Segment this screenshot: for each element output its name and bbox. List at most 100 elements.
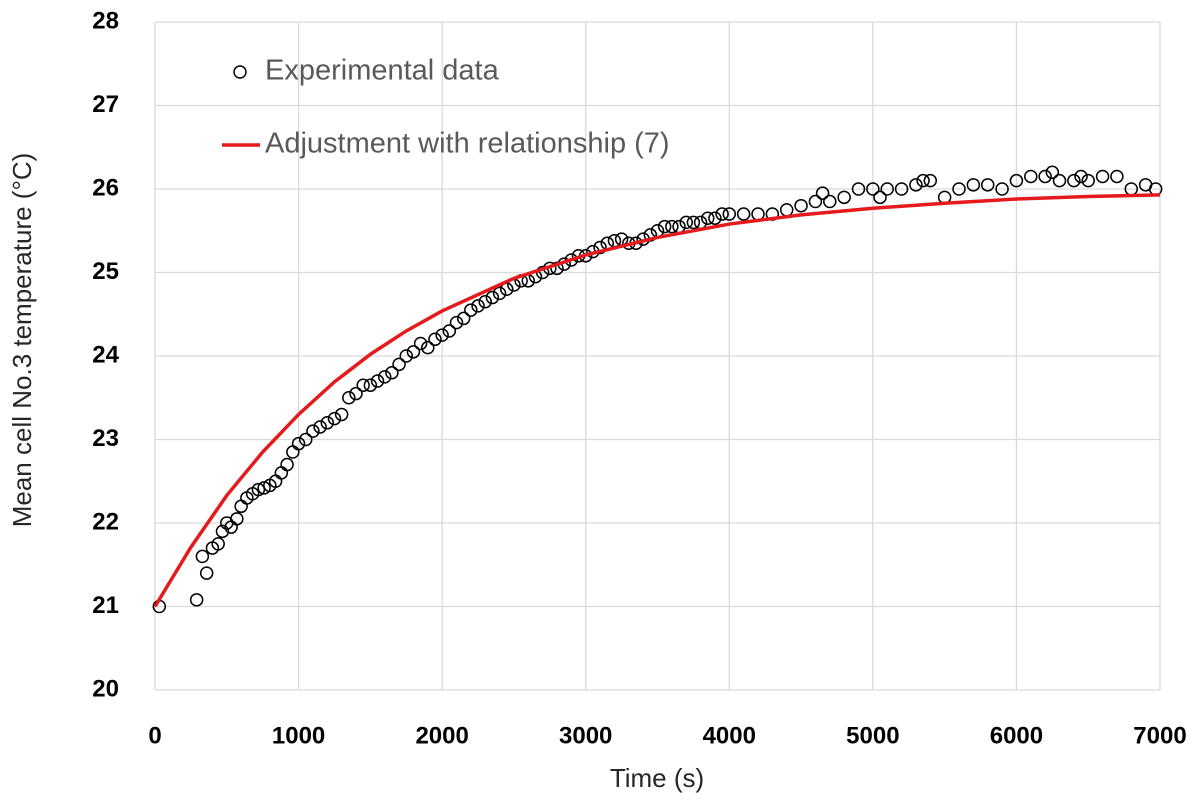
data-point [478,294,492,309]
data-point [923,173,938,188]
data-point [686,215,701,230]
data-point [815,186,830,200]
data-point [672,219,686,234]
data-point [837,190,851,205]
data-point [614,232,629,246]
data-point [823,194,837,209]
data-point [406,345,421,359]
data-point [550,261,564,276]
data-point [1045,165,1060,180]
data-point [1110,169,1124,184]
data-point [199,566,214,580]
y-tick-label: 28 [92,7,119,34]
data-point [485,290,500,305]
y-tick-label: 25 [92,258,119,285]
data-point [435,328,449,342]
x-tick-label: 0 [148,722,161,749]
data-point [215,524,230,539]
legend-label: Experimental data [265,55,500,87]
data-point [234,499,248,514]
data-point [334,407,349,422]
data-point [1052,173,1067,188]
x-tick-label: 4000 [703,722,756,749]
data-point [449,315,464,330]
data-point [952,182,966,196]
data-point [471,299,485,313]
data-point [916,173,930,188]
data-point [873,190,887,205]
data-point [421,340,435,355]
data-point [808,194,823,209]
data-point [851,182,866,196]
data-point [442,324,457,338]
data-point [736,207,751,221]
data-point [327,411,342,426]
data-point [1095,169,1110,184]
data-point [715,207,729,221]
data-point [693,215,708,230]
data-point [966,178,981,192]
x-tick-label: 3000 [559,722,612,749]
data-point [593,240,607,255]
data-point [306,424,320,438]
data-point [1074,169,1088,184]
data-point [230,512,244,526]
data-point [274,466,289,480]
data-point [980,178,995,192]
data-point [195,549,210,564]
data-point [866,182,880,196]
data-point [464,303,478,317]
y-tick-label: 24 [92,341,119,368]
data-point [428,332,442,347]
x-tick-label: 6000 [990,722,1043,749]
data-point [794,198,808,213]
legend-label: Adjustment with relationship (7) [265,128,670,160]
data-point [708,211,722,225]
data-point [995,182,1009,196]
data-point [342,391,356,405]
legend-marker [233,65,247,79]
data-point [349,386,363,401]
data-point [722,207,737,221]
data-point [363,378,378,392]
data-point [370,374,385,388]
data-point [356,378,370,392]
data-point [1067,173,1081,188]
data-point [1024,169,1038,184]
data-point [313,420,327,434]
x-axis-label: Time (s) [610,763,704,793]
data-point [189,593,204,607]
data-point [299,432,313,447]
data-point [894,182,909,196]
y-tick-label: 23 [92,425,119,452]
data-point [280,457,294,472]
data-point [492,286,507,301]
data-point [399,349,413,363]
y-tick-label: 26 [92,174,119,201]
data-point [392,357,406,372]
x-tick-label: 1000 [272,722,325,749]
data-point [291,436,306,451]
data-point [320,416,335,430]
data-point [413,336,428,351]
data-point [377,370,392,384]
y-axis-label: Mean cell No.3 temperature (°C) [7,153,37,528]
data-point [909,178,923,192]
data-point [657,219,672,234]
data-point [286,445,300,459]
data-point [385,365,399,380]
data-point [1081,173,1095,188]
data-point [456,311,471,326]
data-point [880,182,894,196]
fit-line [153,193,1161,608]
data-point [665,219,679,234]
data-point [701,211,715,225]
x-tick-label: 7000 [1133,722,1186,749]
x-tick-label: 5000 [846,722,899,749]
data-point [251,482,266,497]
y-tick-label: 20 [92,675,119,702]
data-point [779,203,794,217]
y-tick-label: 21 [92,592,119,619]
data-point [211,537,225,551]
